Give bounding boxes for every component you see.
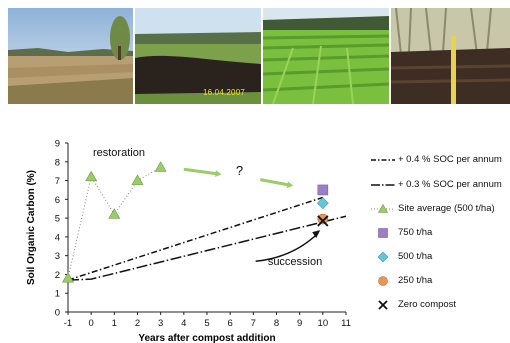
photo-strip: 16.04.2007: [0, 8, 510, 104]
x-tick-label: 4: [181, 318, 186, 329]
photo-soil-profile: [391, 8, 510, 104]
x-tick-label: 9: [297, 318, 302, 329]
y-tick-label: 3: [55, 251, 60, 262]
x-tick-label: 0: [89, 318, 94, 329]
series-1-line: [67, 215, 347, 281]
series-layer: [61, 161, 347, 283]
x-tick-label: 1: [112, 318, 117, 329]
x-tick-label: 5: [204, 318, 209, 329]
x-tick-label: -1: [64, 318, 72, 329]
chart-axes: -1 0 1 2 3 4 5 6 7 8 9 10 11 0 1 2 3 4 5 6 7 8 9: [55, 139, 351, 330]
x-tick-label: 11: [341, 318, 351, 329]
legend-label-250: 250 t/ha: [398, 275, 433, 286]
series-2-line: [67, 166, 161, 279]
succession-arrow: [255, 232, 319, 263]
y-tick-label: 5: [55, 214, 60, 225]
photo-grass-field: [263, 8, 389, 104]
legend-label-500: 500 t/ha: [398, 251, 433, 262]
data-point-triangle: [108, 208, 121, 219]
x-tick-label: 7: [251, 318, 256, 329]
x-tick-label: 2: [135, 318, 140, 329]
photo-date-stamp: 16.04.2007: [202, 88, 245, 97]
y-tick-label: 4: [55, 232, 60, 243]
annotation-layer: restoration? succession: [93, 147, 322, 268]
trend-arrow-left-head: [215, 170, 222, 177]
x-tick-label: 8: [274, 318, 279, 329]
data-point-diamond: [316, 197, 329, 210]
x-tick-label: 3: [158, 318, 163, 329]
data-point-triangle: [61, 272, 75, 283]
annotation-label: succession: [268, 256, 322, 268]
annotation-label: restoration: [93, 147, 145, 159]
trend-arrow-left: [183, 167, 219, 176]
photo-field-landscape: [8, 8, 133, 104]
series-0-line: [67, 196, 324, 281]
y-tick-label: 6: [55, 195, 60, 206]
y-tick-label: 2: [55, 270, 60, 281]
x-tick-label: 10: [318, 318, 329, 329]
y-axis-title: Soil Organic Carbon (%): [26, 170, 37, 285]
photo-compost-heap: 16.04.2007: [135, 8, 261, 104]
x-tick-label: 6: [228, 318, 233, 329]
y-tick-label: 1: [55, 289, 60, 300]
data-point-circle: [317, 213, 329, 225]
data-point-x: [317, 215, 329, 227]
legend-label-750: 750 t/ha: [398, 227, 433, 238]
legend-label-site-average: Site average (500 t/ha): [398, 203, 495, 214]
y-tick-label: 0: [55, 308, 60, 319]
data-point-triangle: [154, 161, 167, 172]
succession-arrow-head: [312, 230, 321, 239]
trend-arrow-right-head: [286, 181, 294, 188]
y-tick-label: 7: [55, 176, 60, 187]
legend-label-zero: Zero compost: [398, 299, 457, 310]
legend-label-03: + 0.3 % SOC per annum: [398, 179, 502, 190]
x-axis-title: Years after compost addition: [138, 333, 275, 343]
y-tick-label: 8: [55, 157, 60, 168]
data-point-square: [317, 184, 329, 196]
soc-chart: -1 0 1 2 3 4 5 6 7 8 9 10 11 0 1 2 3 4 5 6 7 8 9 restoration?…: [26, 139, 351, 343]
annotation-label: ?: [236, 163, 243, 178]
data-point-triangle: [85, 170, 98, 182]
trend-arrow-right: [260, 178, 291, 187]
y-tick-label: 9: [55, 139, 60, 150]
legend-label-04: + 0.4 % SOC per annum: [398, 154, 502, 165]
data-point-triangle: [131, 174, 144, 185]
